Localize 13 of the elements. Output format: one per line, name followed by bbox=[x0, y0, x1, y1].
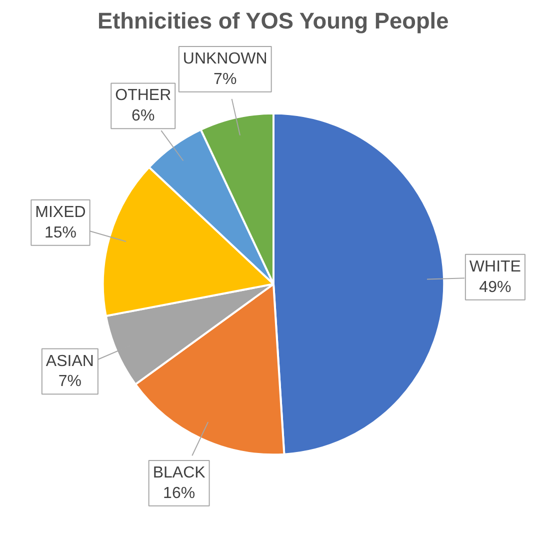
data-label: 7% bbox=[58, 373, 82, 390]
data-label: 6% bbox=[132, 108, 155, 125]
slice-label: WHITE bbox=[469, 258, 521, 276]
data-label: 49% bbox=[479, 278, 512, 296]
slice-label: OTHER bbox=[115, 87, 172, 104]
slice-label: ASIAN bbox=[46, 352, 94, 370]
data-label: 15% bbox=[44, 224, 77, 242]
data-label: 16% bbox=[163, 484, 196, 502]
chart-title: Ethnicities of YOS Young People bbox=[97, 8, 449, 34]
slice-label: UNKNOWN bbox=[182, 50, 268, 68]
slice-label: MIXED bbox=[35, 204, 86, 221]
data-label: 7% bbox=[214, 70, 237, 88]
slice-label: BLACK bbox=[152, 464, 206, 482]
